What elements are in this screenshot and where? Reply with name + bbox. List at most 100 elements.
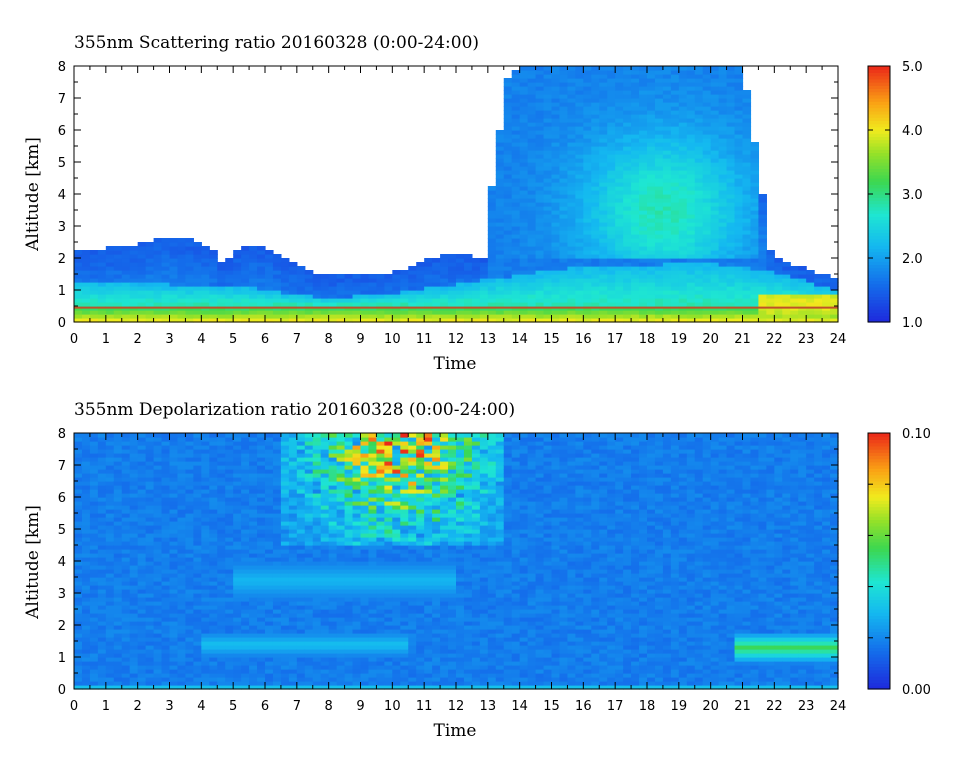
heatmap-cell: [137, 577, 147, 582]
heatmap-cell: [726, 82, 736, 87]
heatmap-cell: [654, 166, 664, 171]
heatmap-cell: [734, 194, 744, 199]
heatmap-cell: [726, 274, 736, 279]
heatmap-cell: [567, 230, 576, 235]
heatmap-cell: [790, 270, 799, 275]
heatmap-cell: [726, 310, 736, 315]
x-tick-label: 0: [70, 332, 78, 347]
heatmap-cell: [225, 509, 234, 514]
heatmap-cell: [654, 70, 664, 75]
heatmap-cell: [97, 541, 107, 546]
heatmap-cell: [742, 106, 752, 111]
heatmap-cell: [615, 130, 624, 135]
heatmap-cell: [241, 513, 250, 518]
heatmap-cell: [495, 190, 505, 195]
heatmap-cell: [344, 294, 354, 299]
heatmap-cell: [241, 521, 250, 526]
heatmap-cell: [74, 549, 83, 554]
heatmap-cell: [217, 314, 226, 319]
heatmap-cell: [591, 310, 600, 315]
heatmap-cell: [694, 174, 704, 179]
heatmap-cell: [718, 262, 728, 267]
heatmap-cell: [74, 282, 83, 287]
heatmap-cell: [145, 310, 155, 315]
heatmap-cell: [89, 481, 99, 486]
colorbar-swatch: [868, 258, 890, 262]
heatmap-cell: [97, 585, 107, 590]
heatmap-cell: [591, 274, 600, 279]
heatmap-cell: [543, 178, 553, 183]
heatmap-cell: [169, 254, 179, 259]
heatmap-cell: [249, 597, 258, 602]
heatmap-cell: [734, 66, 744, 71]
heatmap-cell: [575, 250, 584, 255]
heatmap-cell: [241, 274, 250, 279]
heatmap-cell: [81, 453, 91, 458]
heatmap-cell: [734, 230, 744, 235]
colorbar-swatch: [868, 117, 890, 121]
heatmap-cell: [702, 90, 712, 95]
heatmap-cell: [145, 601, 155, 606]
heatmap-cell: [416, 278, 425, 283]
heatmap-cell: [567, 210, 576, 215]
heatmap-cell: [209, 685, 218, 690]
heatmap-cell: [161, 661, 171, 666]
heatmap-cell: [519, 314, 529, 319]
heatmap-cell: [265, 629, 274, 634]
heatmap-cell: [599, 298, 608, 303]
heatmap-cell: [233, 561, 242, 566]
heatmap-cell: [121, 673, 131, 678]
heatmap-cell: [654, 190, 664, 195]
heatmap-cell: [249, 561, 258, 566]
y-tick-label: 5: [58, 156, 66, 171]
heatmap-cell: [710, 190, 720, 195]
heatmap-cell: [511, 130, 521, 135]
heatmap-cell: [511, 274, 521, 279]
heatmap-cell: [121, 465, 131, 470]
heatmap-cell: [185, 537, 194, 542]
heatmap-cell: [639, 82, 648, 87]
heatmap-cell: [249, 254, 258, 259]
heatmap-cell: [456, 258, 465, 263]
heatmap-cell: [575, 190, 584, 195]
heatmap-cell: [249, 549, 258, 554]
heatmap-cell: [257, 513, 266, 518]
heatmap-cell: [249, 661, 258, 666]
heatmap-cell: [702, 270, 712, 275]
heatmap-cell: [750, 150, 760, 155]
heatmap-cell: [535, 142, 545, 147]
heatmap-cell: [535, 290, 545, 295]
heatmap-cell: [527, 246, 537, 251]
heatmap-cell: [201, 537, 210, 542]
heatmap-cell: [177, 537, 187, 542]
heatmap-cell: [74, 449, 83, 454]
heatmap-cell: [97, 553, 107, 558]
heatmap-cell: [241, 625, 250, 630]
heatmap-cell: [209, 493, 218, 498]
heatmap-cell: [185, 629, 194, 634]
heatmap-cell: [654, 198, 664, 203]
heatmap-cell: [527, 310, 537, 315]
heatmap-cell: [105, 589, 115, 594]
heatmap-cell: [400, 310, 409, 315]
heatmap-cell: [519, 302, 529, 307]
x-tick-label: 1: [102, 332, 110, 347]
heatmap-cell: [631, 138, 640, 143]
heatmap-cell: [193, 497, 202, 502]
heatmap-cell: [623, 246, 632, 251]
heatmap-cell: [113, 481, 123, 486]
heatmap-cell: [758, 254, 767, 259]
heatmap-cell: [519, 126, 529, 131]
heatmap-cell: [201, 541, 210, 546]
heatmap-cell: [193, 677, 202, 682]
heatmap-cell: [121, 649, 131, 654]
heatmap-cell: [145, 617, 155, 622]
heatmap-cell: [710, 102, 720, 107]
heatmap-cell: [129, 537, 139, 542]
heatmap-cell: [511, 262, 521, 267]
heatmap-cell: [137, 621, 147, 626]
heatmap-cell: [774, 302, 783, 307]
heatmap-cell: [129, 633, 139, 638]
heatmap-cell: [89, 262, 99, 267]
heatmap-cell: [233, 649, 242, 654]
